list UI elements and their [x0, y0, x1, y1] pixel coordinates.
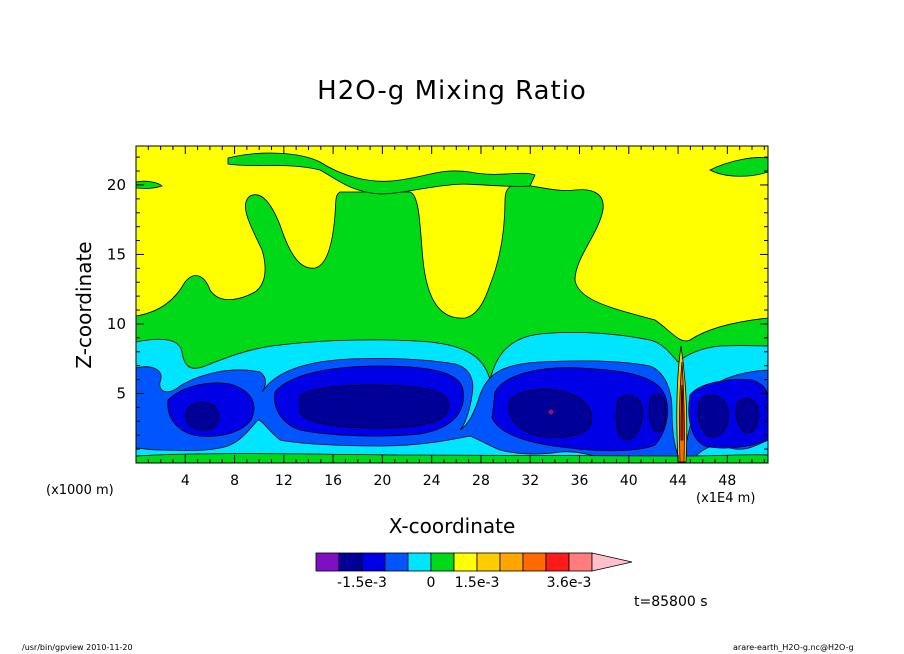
- colorbar-label: 3.6e-3: [547, 575, 592, 591]
- y-tick-label: 5: [116, 384, 126, 402]
- colorbar-swatch: [453, 552, 478, 572]
- y-tick-label: 10: [107, 315, 126, 333]
- x-tick-label: 36: [571, 473, 589, 489]
- colorbar-label: -1.5e-3: [337, 575, 387, 591]
- plot-frame: [135, 145, 769, 464]
- colorbar-swatch: [407, 552, 432, 572]
- colorbar-label: 0: [427, 575, 436, 591]
- purple-spot: [547, 408, 555, 416]
- green-top-patch: [227, 152, 536, 195]
- colorbar-swatch: [522, 552, 547, 572]
- x-tick-label: 32: [521, 473, 539, 489]
- footer-right: arare-earth_H2O-g.nc@H2O-g: [733, 643, 854, 652]
- navy-core-east-4: [735, 398, 759, 434]
- colorbar-swatch: [499, 552, 524, 572]
- navy-core-middle: [299, 384, 450, 429]
- x-tick-label: 8: [230, 473, 239, 489]
- colorbar-arrow: [591, 552, 633, 572]
- colorbar-swatch: [476, 552, 501, 572]
- x-axis-label: X-coordinate: [388, 514, 516, 538]
- colorbar-swatch: [545, 552, 570, 572]
- x-tick-label: 24: [423, 473, 441, 489]
- y-ticks: 5 10 15 20: [107, 156, 768, 450]
- colorbar-swatch: [568, 552, 593, 572]
- x-tick-label: 16: [324, 473, 342, 489]
- green-left-patch: [136, 180, 163, 189]
- colorbar-swatch: [384, 552, 409, 572]
- x-tick-label: 48: [718, 473, 736, 489]
- footer-left: /usr/bin/gpview 2010-11-20: [22, 643, 133, 652]
- x-ticks: 4 8 12 16 20 24 28 32 36 40 44 48: [147, 146, 765, 489]
- x-tick-label: 12: [275, 473, 293, 489]
- x-tick-label: 4: [181, 473, 190, 489]
- x-unit-left: (x1000 m): [46, 483, 114, 498]
- x-tick-label: 40: [620, 473, 638, 489]
- x-unit-right: (x1E4 m): [696, 491, 756, 506]
- bottom-green-rim: [136, 453, 768, 463]
- colorbar: -1.5e-3 0 1.5e-3 3.6e-3: [315, 552, 633, 591]
- y-tick-label: 20: [107, 176, 126, 194]
- contour-field: [136, 146, 768, 463]
- colorbar-label: 1.5e-3: [455, 575, 500, 591]
- navy-core-east-2: [648, 393, 667, 433]
- colorbar-swatch: [338, 552, 363, 572]
- y-tick-label: 15: [107, 245, 126, 263]
- navy-core-left: [185, 402, 220, 431]
- x-tick-label: 44: [669, 473, 687, 489]
- navy-core-east-1: [615, 394, 643, 441]
- x-tick-label: 20: [373, 473, 391, 489]
- green-right-patch: [709, 157, 768, 177]
- colorbar-swatch: [361, 552, 386, 572]
- chart-title: H2O-g Mixing Ratio: [317, 76, 587, 106]
- x-tick-label: 28: [472, 473, 490, 489]
- colorbar-swatch: [430, 552, 455, 572]
- navy-core-east-3: [697, 395, 729, 438]
- colorbar-swatch: [315, 552, 340, 572]
- jet-center: [680, 384, 684, 441]
- time-label: t=85800 s: [634, 594, 708, 610]
